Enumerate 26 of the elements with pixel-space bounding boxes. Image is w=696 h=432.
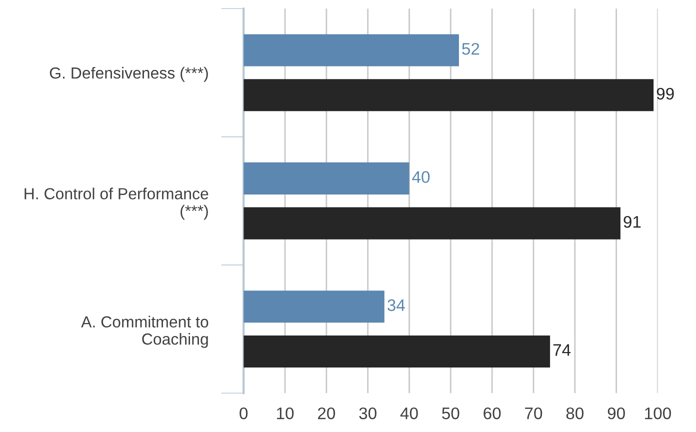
bar xyxy=(244,290,384,323)
data-label: 34 xyxy=(388,299,405,312)
x-tick-label: 20 xyxy=(318,407,336,420)
y-tick-label: H. Control of Performance (***) xyxy=(24,188,208,220)
y-tick-label: A. Commitment to Coaching xyxy=(81,316,208,348)
bar xyxy=(244,79,654,112)
data-label: 74 xyxy=(553,344,571,356)
data-label: 91 xyxy=(624,216,641,228)
y-tick-label: G. Defensiveness (***) xyxy=(50,66,208,82)
x-tick-label: 30 xyxy=(359,407,376,420)
bar xyxy=(244,335,550,368)
data-label: 40 xyxy=(412,171,430,183)
data-label: 52 xyxy=(462,42,480,55)
x-tick-label: 50 xyxy=(442,407,460,420)
x-tick-label: 100 xyxy=(645,407,671,420)
x-tick-label: 70 xyxy=(525,407,542,420)
x-tick-label: 90 xyxy=(608,407,625,420)
x-tick-label: 60 xyxy=(484,407,501,420)
x-tick-label: 10 xyxy=(277,407,294,420)
bar xyxy=(244,207,620,240)
x-tick-label: 40 xyxy=(400,407,418,420)
x-tick-label: 0 xyxy=(240,407,248,420)
bar xyxy=(244,162,410,194)
x-tick-label: 80 xyxy=(566,407,584,420)
data-label: 99 xyxy=(656,88,674,100)
bar xyxy=(244,34,459,66)
